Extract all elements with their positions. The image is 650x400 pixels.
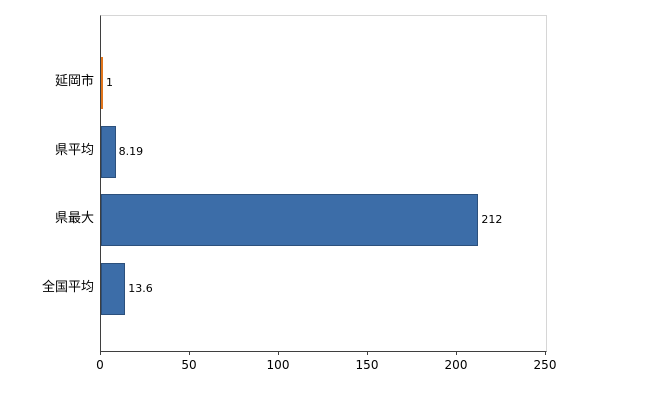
bar-value-label-2: 212 <box>481 213 503 227</box>
x-axis-tick-0 <box>100 351 101 355</box>
x-axis-tick-label-1: 50 <box>181 358 197 372</box>
bar-2 <box>101 194 479 247</box>
x-axis-tick-3 <box>367 351 368 355</box>
bar-1 <box>101 125 116 178</box>
x-axis-tick-label-3: 150 <box>355 358 379 372</box>
bar-3 <box>101 262 126 315</box>
x-axis-tick-label-4: 200 <box>444 358 468 372</box>
category-label-3: 全国平均 <box>41 279 94 295</box>
x-axis-tick-4 <box>456 351 457 355</box>
x-axis-tick-1 <box>189 351 190 355</box>
bar-value-label-3: 13.6 <box>128 281 153 295</box>
bar-0 <box>101 57 103 110</box>
x-axis-tick-2 <box>278 351 279 355</box>
bar-value-label-1: 8.19 <box>118 144 144 158</box>
category-label-0: 延岡市 <box>54 74 94 90</box>
bar-value-label-0: 1 <box>106 76 113 90</box>
category-label-2: 県最大 <box>54 211 94 227</box>
x-axis-tick-label-0: 0 <box>96 358 104 372</box>
x-axis-tick-label-2: 100 <box>266 358 290 372</box>
x-axis-tick-label-5: 250 <box>533 358 557 372</box>
category-label-1: 県平均 <box>54 142 94 158</box>
plot-area: 1 8.19 212 13.6 <box>100 15 547 352</box>
x-axis-tick-5 <box>545 351 546 355</box>
